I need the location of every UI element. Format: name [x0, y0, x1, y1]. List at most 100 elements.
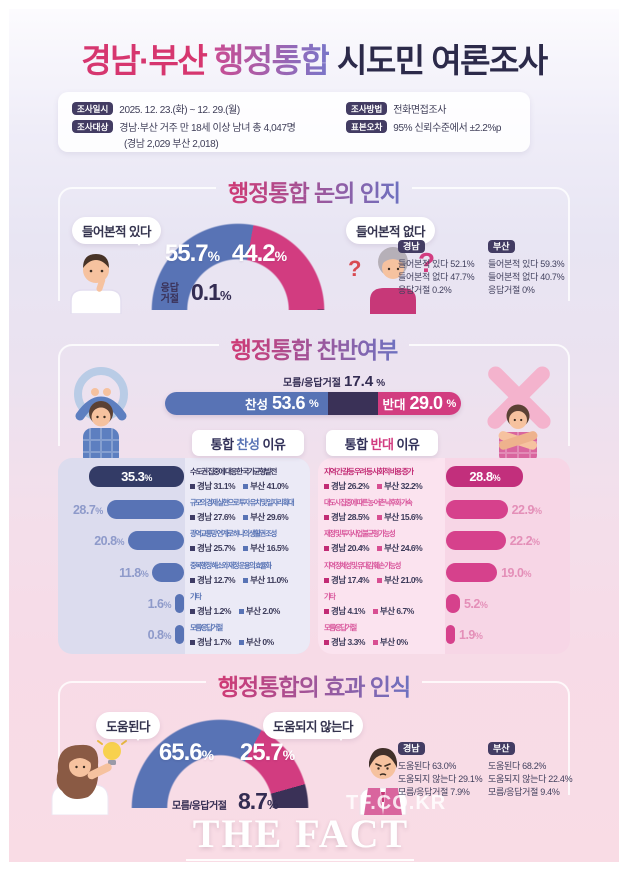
con-bar-row: 1.9% [446, 624, 568, 645]
pro-reason-item: 중복행정 해소와 재정 운용의 효율화 경남 12.7% 부산 11.0% [190, 561, 288, 585]
region-badge: 부산 [488, 741, 515, 755]
survey-meta-box: 조사일시 2025. 12. 23.(화) ~ 12. 29.(월) 조사대상 … [58, 92, 530, 152]
meta-target-row2: (경남 2,029 부산 2,018) [124, 135, 219, 150]
effect-stats-gyeongnam: 경남 도움된다 63.0% 도움되지 않는다 29.1% 모름/응답거절 7.9… [398, 738, 483, 799]
con-bar: 28.8% [446, 466, 524, 487]
con-bar-value: 5.2% [463, 596, 488, 611]
pro-bar-value: 1.6% [147, 596, 172, 611]
pro-bar [128, 531, 184, 550]
pro-bar-value: 20.8% [94, 533, 125, 548]
con-bar-row: 22.2% [446, 530, 568, 551]
pro-reasons-text-column [185, 458, 310, 654]
idea-woman-illustration [51, 733, 127, 815]
stat-line: 모름/응답거절 7.9% [398, 787, 470, 797]
thinking-man-illustration [70, 254, 122, 314]
awareness-yes-bubble: 들어본적 있다 [72, 217, 161, 246]
meta-error-row: 표본오차 95% 신뢰수준에서 ±2.2%p [346, 119, 502, 134]
stat-line: 모름/응답거절 9.4% [488, 787, 560, 797]
meta-error-badge: 표본오차 [346, 120, 388, 133]
approval-unknown-label: 모름/응답거절 17.4% [283, 373, 386, 390]
con-reason-item: 모름/응답거절 경남 3.3% 부산 0% [324, 623, 408, 647]
page-title: 경남·부산 행정통합 시도민 여론조사 [0, 34, 628, 82]
pro-reasons-header: 통합 찬성 이유 [192, 430, 304, 456]
meta-date-value: 2025. 12. 23.(화) ~ 12. 29.(월) [119, 105, 240, 116]
meta-method-badge: 조사방법 [346, 102, 388, 115]
stat-line: 도움된다 63.0% [398, 761, 457, 771]
awareness-refuse-value: 0.1% [191, 279, 232, 305]
awareness-stats-busan: 부산 들어본적 있다 59.3% 들어본적 없다 40.7% 응답거절 0% [488, 236, 565, 297]
awareness-no-value: 44.2% [231, 240, 287, 267]
con-bar [446, 594, 460, 613]
pro-bar [152, 563, 184, 582]
con-reasons-text-column [318, 458, 445, 654]
pro-bar-row: 1.6% [62, 593, 184, 614]
con-reason-item: 지역 간 갈등 우려 등 사회적 비용 증가 경남 26.2% 부산 32.2% [324, 467, 423, 491]
meta-date-row: 조사일시 2025. 12. 23.(화) ~ 12. 29.(월) [72, 101, 240, 116]
region-badge: 경남 [398, 741, 425, 755]
meta-target-badge: 조사대상 [72, 120, 114, 133]
con-reasons-header: 통합 반대 이유 [326, 430, 438, 456]
con-bar-value: 1.9% [459, 627, 483, 642]
meta-error-value: 95% 신뢰수준에서 ±2.2%p [393, 123, 502, 134]
stat-line: 도움된다 68.2% [488, 761, 547, 771]
svg-text:?: ? [348, 256, 361, 281]
stat-line: 도움되지 않는다 29.1% [398, 774, 483, 784]
oppose-segment: 반대 29.0% [377, 392, 461, 415]
pro-reason-item: 모름/응답거절 경남 1.7% 부산 0% [190, 623, 274, 647]
meta-target-value: 경남·부산 거주 만 18세 이상 남녀 총 4,047명 [119, 123, 296, 134]
meta-target-value2: (경남 2,029 부산 2,018) [124, 139, 219, 150]
pro-reason-item: 기타 경남 1.2% 부산 2.0% [190, 592, 280, 616]
agree-segment: 찬성 53.6% [165, 392, 328, 415]
x-gesture-man-illustration [487, 366, 551, 463]
awareness-refuse-label: 응답거절 [160, 283, 179, 305]
con-bar-value: 19.0% [501, 565, 531, 580]
unknown-segment [327, 392, 378, 415]
approval-stacked-bar: 찬성 53.6% 반대 29.0% [165, 392, 461, 415]
pro-bar-row: 28.7% [62, 499, 184, 520]
con-bar [446, 625, 455, 644]
stat-line: 들어본적 있다 52.1% [398, 259, 475, 269]
con-bar-row: 5.2% [446, 593, 568, 614]
title-survey-part: 시도민 여론조사 [329, 42, 548, 79]
effect-unknown-value: 8.7% [238, 788, 279, 814]
watermark-url: TF.CO.KR [346, 792, 447, 814]
stat-line: 응답거절 0.2% [398, 285, 452, 295]
con-bar-row: 22.9% [446, 499, 568, 520]
con-reason-item: 지역 정체성 및 유대감 훼손 가능성 경남 17.4% 부산 21.0% [324, 561, 423, 585]
effect-yes-value: 65.6% [158, 739, 214, 766]
pro-bar-row: 11.8% [62, 562, 184, 583]
region-badge: 부산 [488, 239, 515, 253]
meta-date-badge: 조사일시 [72, 102, 114, 115]
effect-no-value: 25.7% [239, 739, 295, 766]
effect-unknown-label: 모름/응답거절 [172, 801, 227, 812]
stat-line: 도움되지 않는다 22.4% [488, 774, 573, 784]
con-bar [446, 531, 506, 550]
meta-method-row: 조사방법 전화면접조사 [346, 101, 446, 116]
con-reason-item: 대도시 집중에 따른 농·어촌 낙후화 가속 경남 28.5% 부산 15.6% [324, 498, 423, 522]
meta-target-row: 조사대상 경남·부산 거주 만 18세 이상 남녀 총 4,047명 [72, 119, 296, 134]
pro-bar-value: 28.7% [72, 502, 103, 517]
svg-text:?: ? [418, 247, 435, 278]
pro-bar-row: 35.3% [62, 466, 184, 487]
effect-no-bubble: 도움되지 않는다 [263, 712, 363, 741]
pro-reason-item: 수도권 집중에 대응한 국가균형발전 경남 31.1% 부산 41.0% [190, 467, 289, 491]
con-bar [446, 563, 498, 582]
pro-reason-item: 규모의 경제 실현으로 투자 유치 및 일자리 확대 경남 27.6% 부산 29… [190, 498, 295, 522]
pro-reason-item: 광역교통망 연계로 하나의 생활권 조성 경남 25.7% 부산 16.5% [190, 529, 289, 553]
con-bar-row: 28.8% [446, 466, 568, 487]
angry-man-illustration [359, 748, 407, 815]
pro-bar-row: 20.8% [62, 530, 184, 551]
watermark-underline [186, 859, 414, 861]
stat-line: 들어본적 없다 47.7% [398, 272, 475, 282]
pro-bar [175, 594, 184, 613]
awareness-stats-gyeongnam: 경남 들어본적 있다 52.1% 들어본적 없다 47.7% 응답거절 0.2% [398, 236, 475, 297]
watermark-brand-logo: THE FACT [192, 811, 410, 856]
o-gesture-man-illustration [74, 367, 128, 466]
con-bar-row: 19.0% [446, 562, 568, 583]
con-reason-item: 재정 및 투자사업 불균형 가능성 경남 20.4% 부산 24.6% [324, 529, 423, 553]
awareness-no-bubble: 들어본적 없다 [346, 217, 435, 246]
awareness-yes-value: 55.7% [164, 240, 220, 267]
pro-bar-value: 11.8% [119, 565, 149, 580]
stat-line: 들어본적 있다 59.3% [488, 259, 565, 269]
